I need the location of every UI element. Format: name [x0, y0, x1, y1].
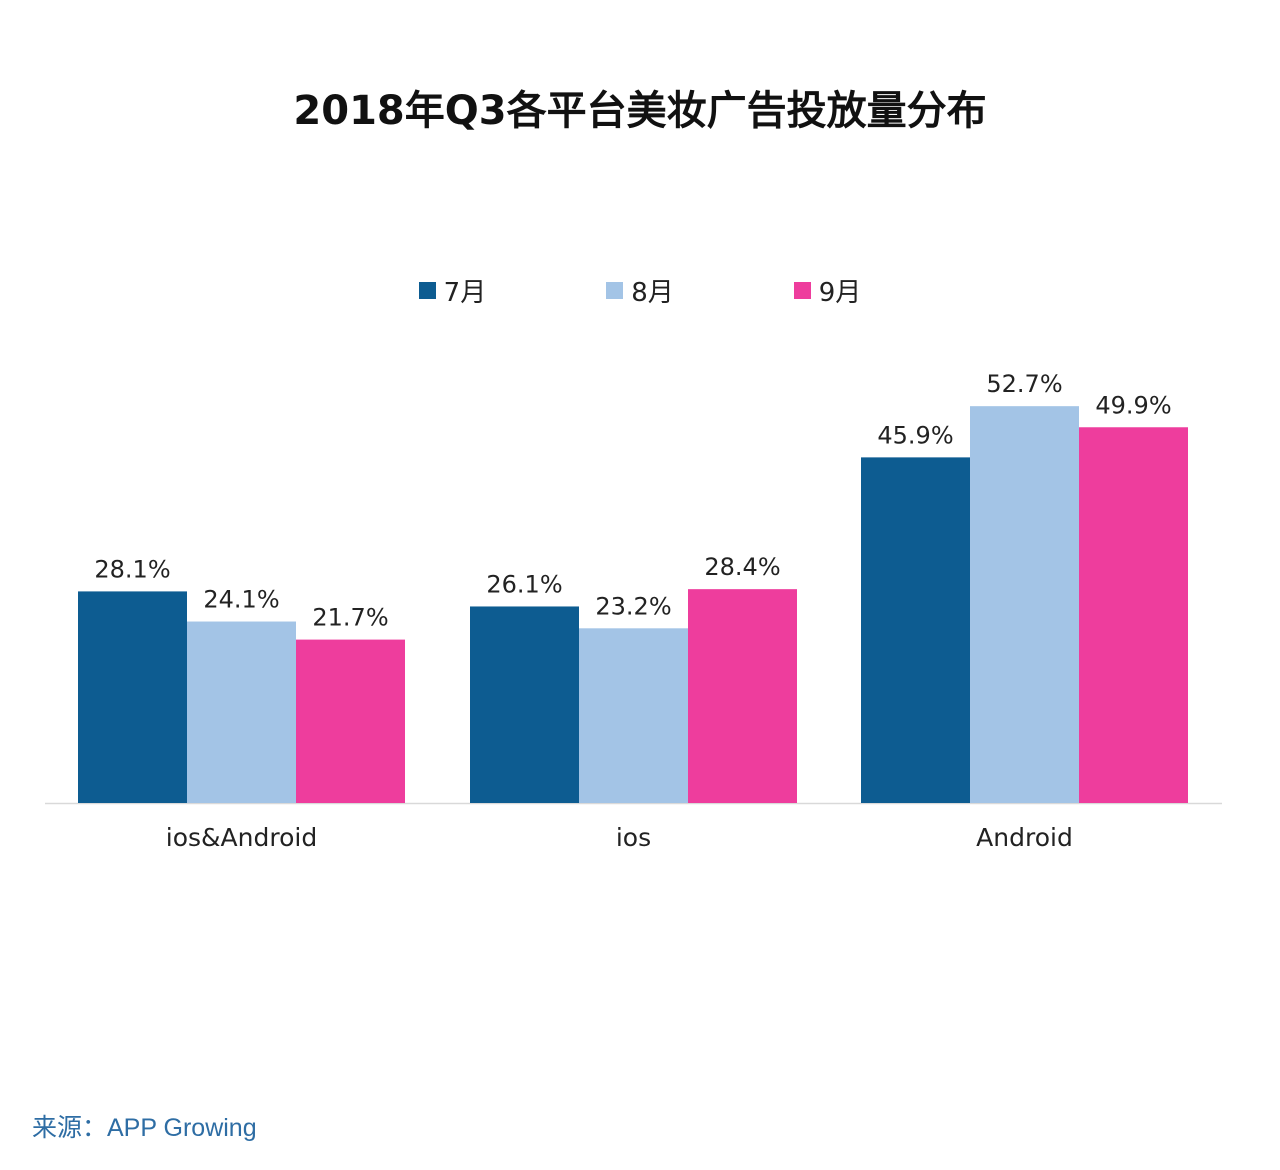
data-label-ios-android-jul: 28.1% [94, 555, 170, 583]
legend: 7月 8月 9月 [0, 272, 1280, 309]
data-label-ios-sep: 28.4% [704, 553, 780, 581]
bar-android-aug [970, 406, 1079, 803]
legend-item-aug: 8月 [606, 272, 674, 309]
bar-android-sep [1079, 427, 1188, 803]
x-tick-ios-android: ios&Android [166, 823, 317, 852]
legend-swatch-jul [418, 282, 436, 299]
legend-label-jul: 7月 [443, 278, 487, 308]
bar-ios-android-jul [78, 591, 187, 803]
x-tick-android: Android [976, 823, 1073, 852]
legend-swatch-sep [793, 282, 811, 299]
data-label-ios-jul: 26.1% [486, 570, 562, 598]
data-label-android-jul: 45.9% [877, 421, 953, 449]
legend-swatch-aug [606, 282, 624, 299]
legend-item-jul: 7月 [418, 272, 487, 309]
data-label-android-sep: 49.9% [1095, 391, 1171, 419]
bar-ios-aug [579, 628, 688, 803]
bar-ios-android-aug [187, 621, 296, 803]
x-tick-ios: ios [616, 823, 651, 852]
data-label-ios-android-aug: 24.1% [203, 586, 279, 614]
bar-ios-sep [688, 589, 797, 803]
bar-ios-android-sep [296, 639, 405, 803]
chart-title: 2018年Q3各平台美妆广告投放量分布 [293, 88, 987, 134]
source-note: 来源：APP Growing [32, 1114, 257, 1142]
bar-ios-jul [470, 606, 579, 803]
data-label-android-aug: 52.7% [986, 370, 1062, 398]
data-label-ios-aug: 23.2% [595, 592, 671, 620]
legend-item-sep: 9月 [793, 272, 862, 309]
bar-android-jul [861, 457, 970, 803]
legend-label-aug: 8月 [631, 278, 674, 308]
legend-label-sep: 9月 [818, 278, 862, 308]
data-label-ios-android-sep: 21.7% [312, 604, 388, 632]
